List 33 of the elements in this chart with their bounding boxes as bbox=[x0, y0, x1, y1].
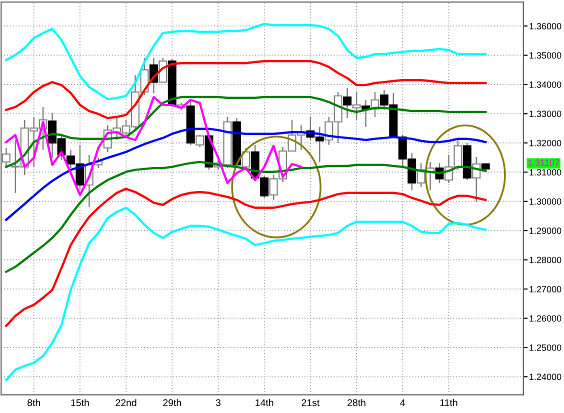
y-tick-label: 1.31000 bbox=[530, 169, 562, 176]
x-tick-label: 29th bbox=[163, 398, 181, 406]
line-series bbox=[5, 96, 302, 196]
line-series bbox=[5, 60, 487, 120]
text: 1.31107 bbox=[528, 159, 560, 166]
y-tick-label: 1.26000 bbox=[530, 315, 562, 322]
candlestick bbox=[196, 134, 204, 148]
y-tick-label: 1.35000 bbox=[530, 52, 562, 59]
line-series bbox=[5, 188, 487, 327]
y-tick-label: 1.34000 bbox=[530, 81, 562, 88]
x-tick-label: 21st bbox=[302, 399, 320, 406]
y-tick-label: 1.28000 bbox=[530, 256, 562, 264]
y-tick-label: 1.36000 bbox=[530, 22, 562, 30]
candlestick bbox=[352, 91, 361, 120]
line-series bbox=[5, 22, 487, 100]
line-series bbox=[5, 96, 487, 168]
x-tick-label: 14th bbox=[256, 398, 274, 406]
x-tick-label: 3 bbox=[216, 399, 221, 406]
y-tick-label: 1.24000 bbox=[530, 374, 562, 380]
line-series bbox=[5, 206, 487, 382]
x-tick-label: 11th bbox=[440, 398, 458, 406]
y-tick-label: 1.33000 bbox=[530, 110, 562, 118]
x-tick-label: 8th bbox=[28, 398, 40, 406]
y-tick-label: 1.30000 bbox=[530, 198, 562, 205]
candlestick bbox=[2, 147, 10, 169]
x-tick-label: 22nd bbox=[116, 398, 136, 406]
x-tick-label: 4 bbox=[400, 399, 406, 406]
x-tick-label: 15th bbox=[71, 398, 89, 406]
y-tick-label: 1.25000 bbox=[530, 344, 562, 351]
x-tick-label: 28th bbox=[348, 398, 366, 406]
y-tick-label: 1.27000 bbox=[530, 286, 562, 292]
y-tick-label: 1.32000 bbox=[530, 140, 562, 146]
y-tick-label: 1.29000 bbox=[530, 228, 562, 234]
